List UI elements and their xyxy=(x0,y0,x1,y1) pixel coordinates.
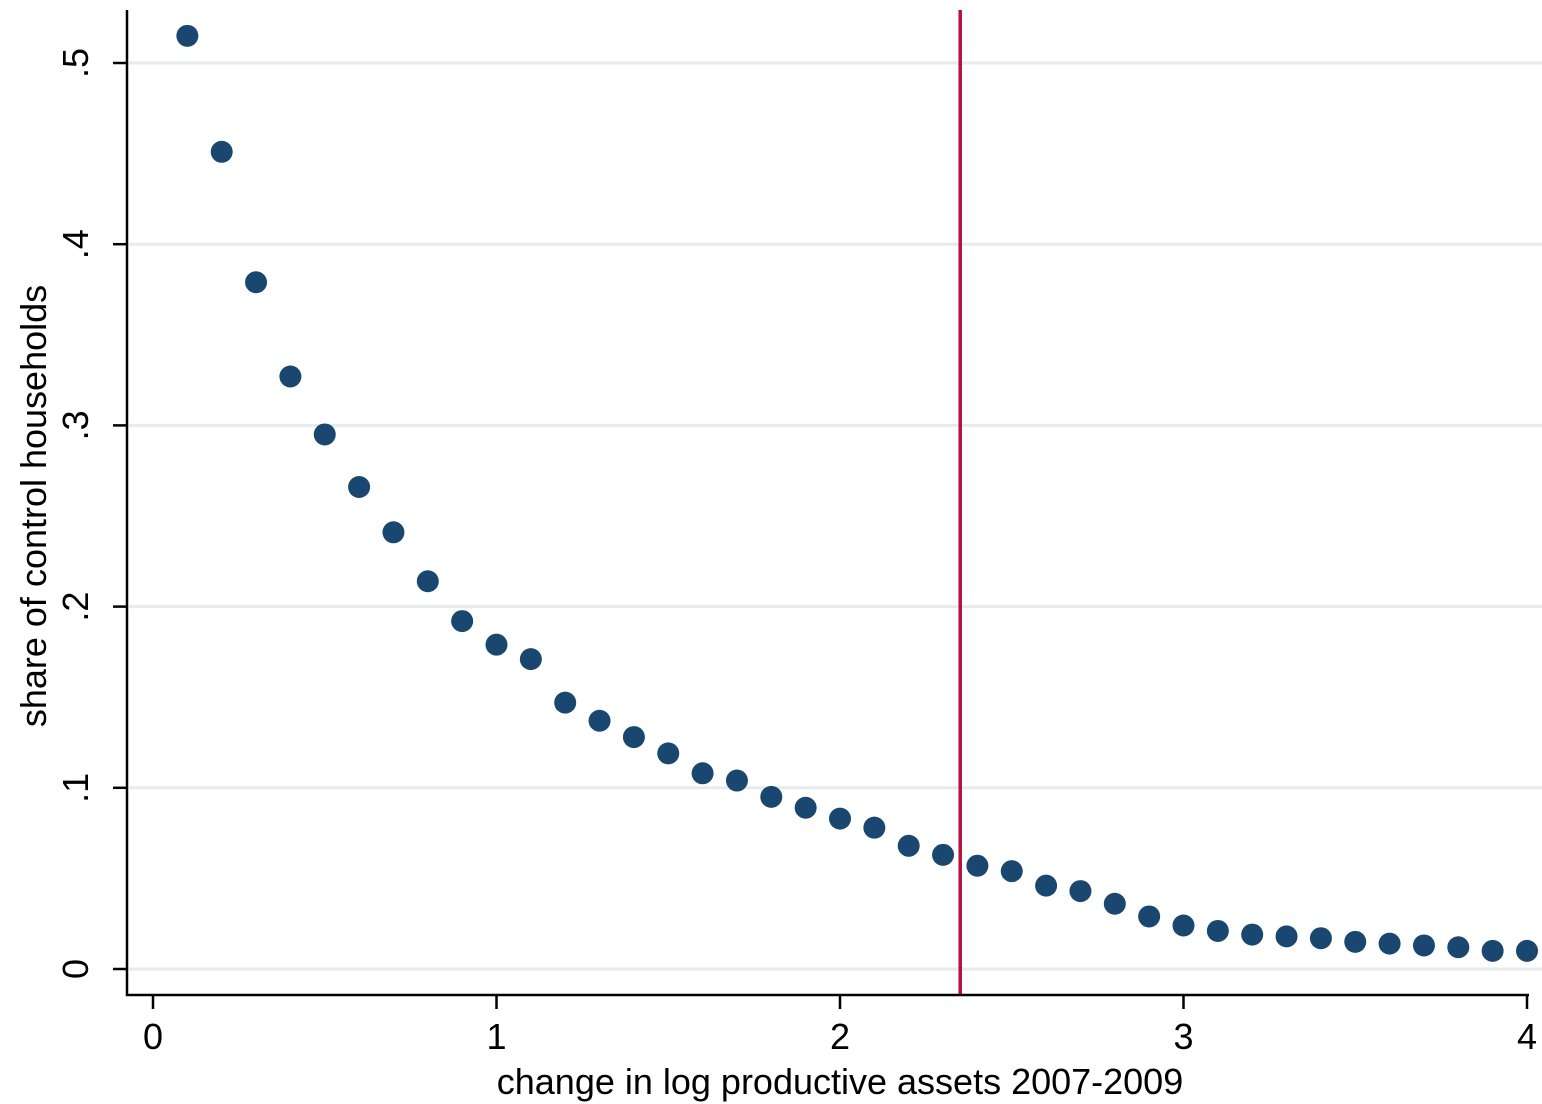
data-point-0-25 xyxy=(1035,874,1058,897)
data-point-0-6 xyxy=(382,521,405,544)
y-axis-ticks: 0 .1 .2 .3 .4 .5 xyxy=(55,48,127,979)
data-point-0-27 xyxy=(1103,892,1126,915)
data-point-0-30 xyxy=(1206,919,1229,942)
axes xyxy=(125,10,1529,997)
x-axis-title: change in log productive assets 2007-200… xyxy=(497,1061,1183,1102)
data-point-0-18 xyxy=(794,796,817,819)
data-point-0-22 xyxy=(932,843,955,866)
data-point-0-23 xyxy=(966,854,989,877)
x-tick-label-1: 1 xyxy=(486,1016,506,1057)
y-tick-label-4: .4 xyxy=(55,229,96,259)
gridlines xyxy=(129,61,1542,971)
data-point-0-20 xyxy=(863,816,886,839)
data-point-0-34 xyxy=(1344,930,1367,953)
data-point-0-35 xyxy=(1378,932,1401,955)
data-point-0-21 xyxy=(897,834,920,857)
data-point-0-10 xyxy=(519,648,542,671)
data-point-0-1 xyxy=(210,140,233,163)
data-point-0-2 xyxy=(245,271,268,294)
data-point-0-28 xyxy=(1138,905,1161,928)
data-point-0-36 xyxy=(1412,934,1435,957)
data-point-0-31 xyxy=(1241,923,1264,946)
data-point-0-4 xyxy=(313,423,336,446)
data-point-0-9 xyxy=(485,633,508,656)
x-tick-label-3: 3 xyxy=(1173,1016,1193,1057)
data-point-0-19 xyxy=(829,807,851,830)
data-point-0-15 xyxy=(691,762,714,785)
data-point-0-33 xyxy=(1309,927,1332,950)
data-point-0-16 xyxy=(725,769,748,792)
y-tick-label-0: 0 xyxy=(55,959,96,979)
data-point-0-0 xyxy=(176,24,199,47)
data-point-0-29 xyxy=(1172,914,1195,937)
data-point-0-32 xyxy=(1275,925,1298,948)
data-point-0-24 xyxy=(1000,860,1023,883)
data-point-0-38 xyxy=(1481,939,1504,962)
y-tick-label-3: .3 xyxy=(55,410,96,440)
data-point-0-7 xyxy=(416,570,439,593)
x-tick-label-2: 2 xyxy=(830,1016,850,1057)
y-tick-label-5: .5 xyxy=(55,48,96,78)
data-point-0-17 xyxy=(760,785,783,808)
x-axis-ticks: 0 1 2 3 4 xyxy=(143,995,1537,1057)
y-tick-label-1: .1 xyxy=(55,773,96,803)
data-point-0-5 xyxy=(348,476,371,499)
x-tick-label-0: 0 xyxy=(143,1016,163,1057)
data-point-0-26 xyxy=(1069,880,1092,903)
data-point-0-37 xyxy=(1447,936,1470,959)
data-points xyxy=(176,24,1538,962)
data-point-0-13 xyxy=(622,726,645,749)
data-point-0-3 xyxy=(279,365,302,388)
x-tick-label-4: 4 xyxy=(1517,1016,1537,1057)
data-point-0-8 xyxy=(451,610,474,633)
data-point-0-39 xyxy=(1516,939,1538,962)
y-tick-label-2: .2 xyxy=(55,592,96,622)
data-point-0-12 xyxy=(588,709,611,732)
y-axis-title: share of control households xyxy=(13,285,54,727)
data-point-0-11 xyxy=(554,691,577,714)
data-point-0-14 xyxy=(657,742,680,765)
